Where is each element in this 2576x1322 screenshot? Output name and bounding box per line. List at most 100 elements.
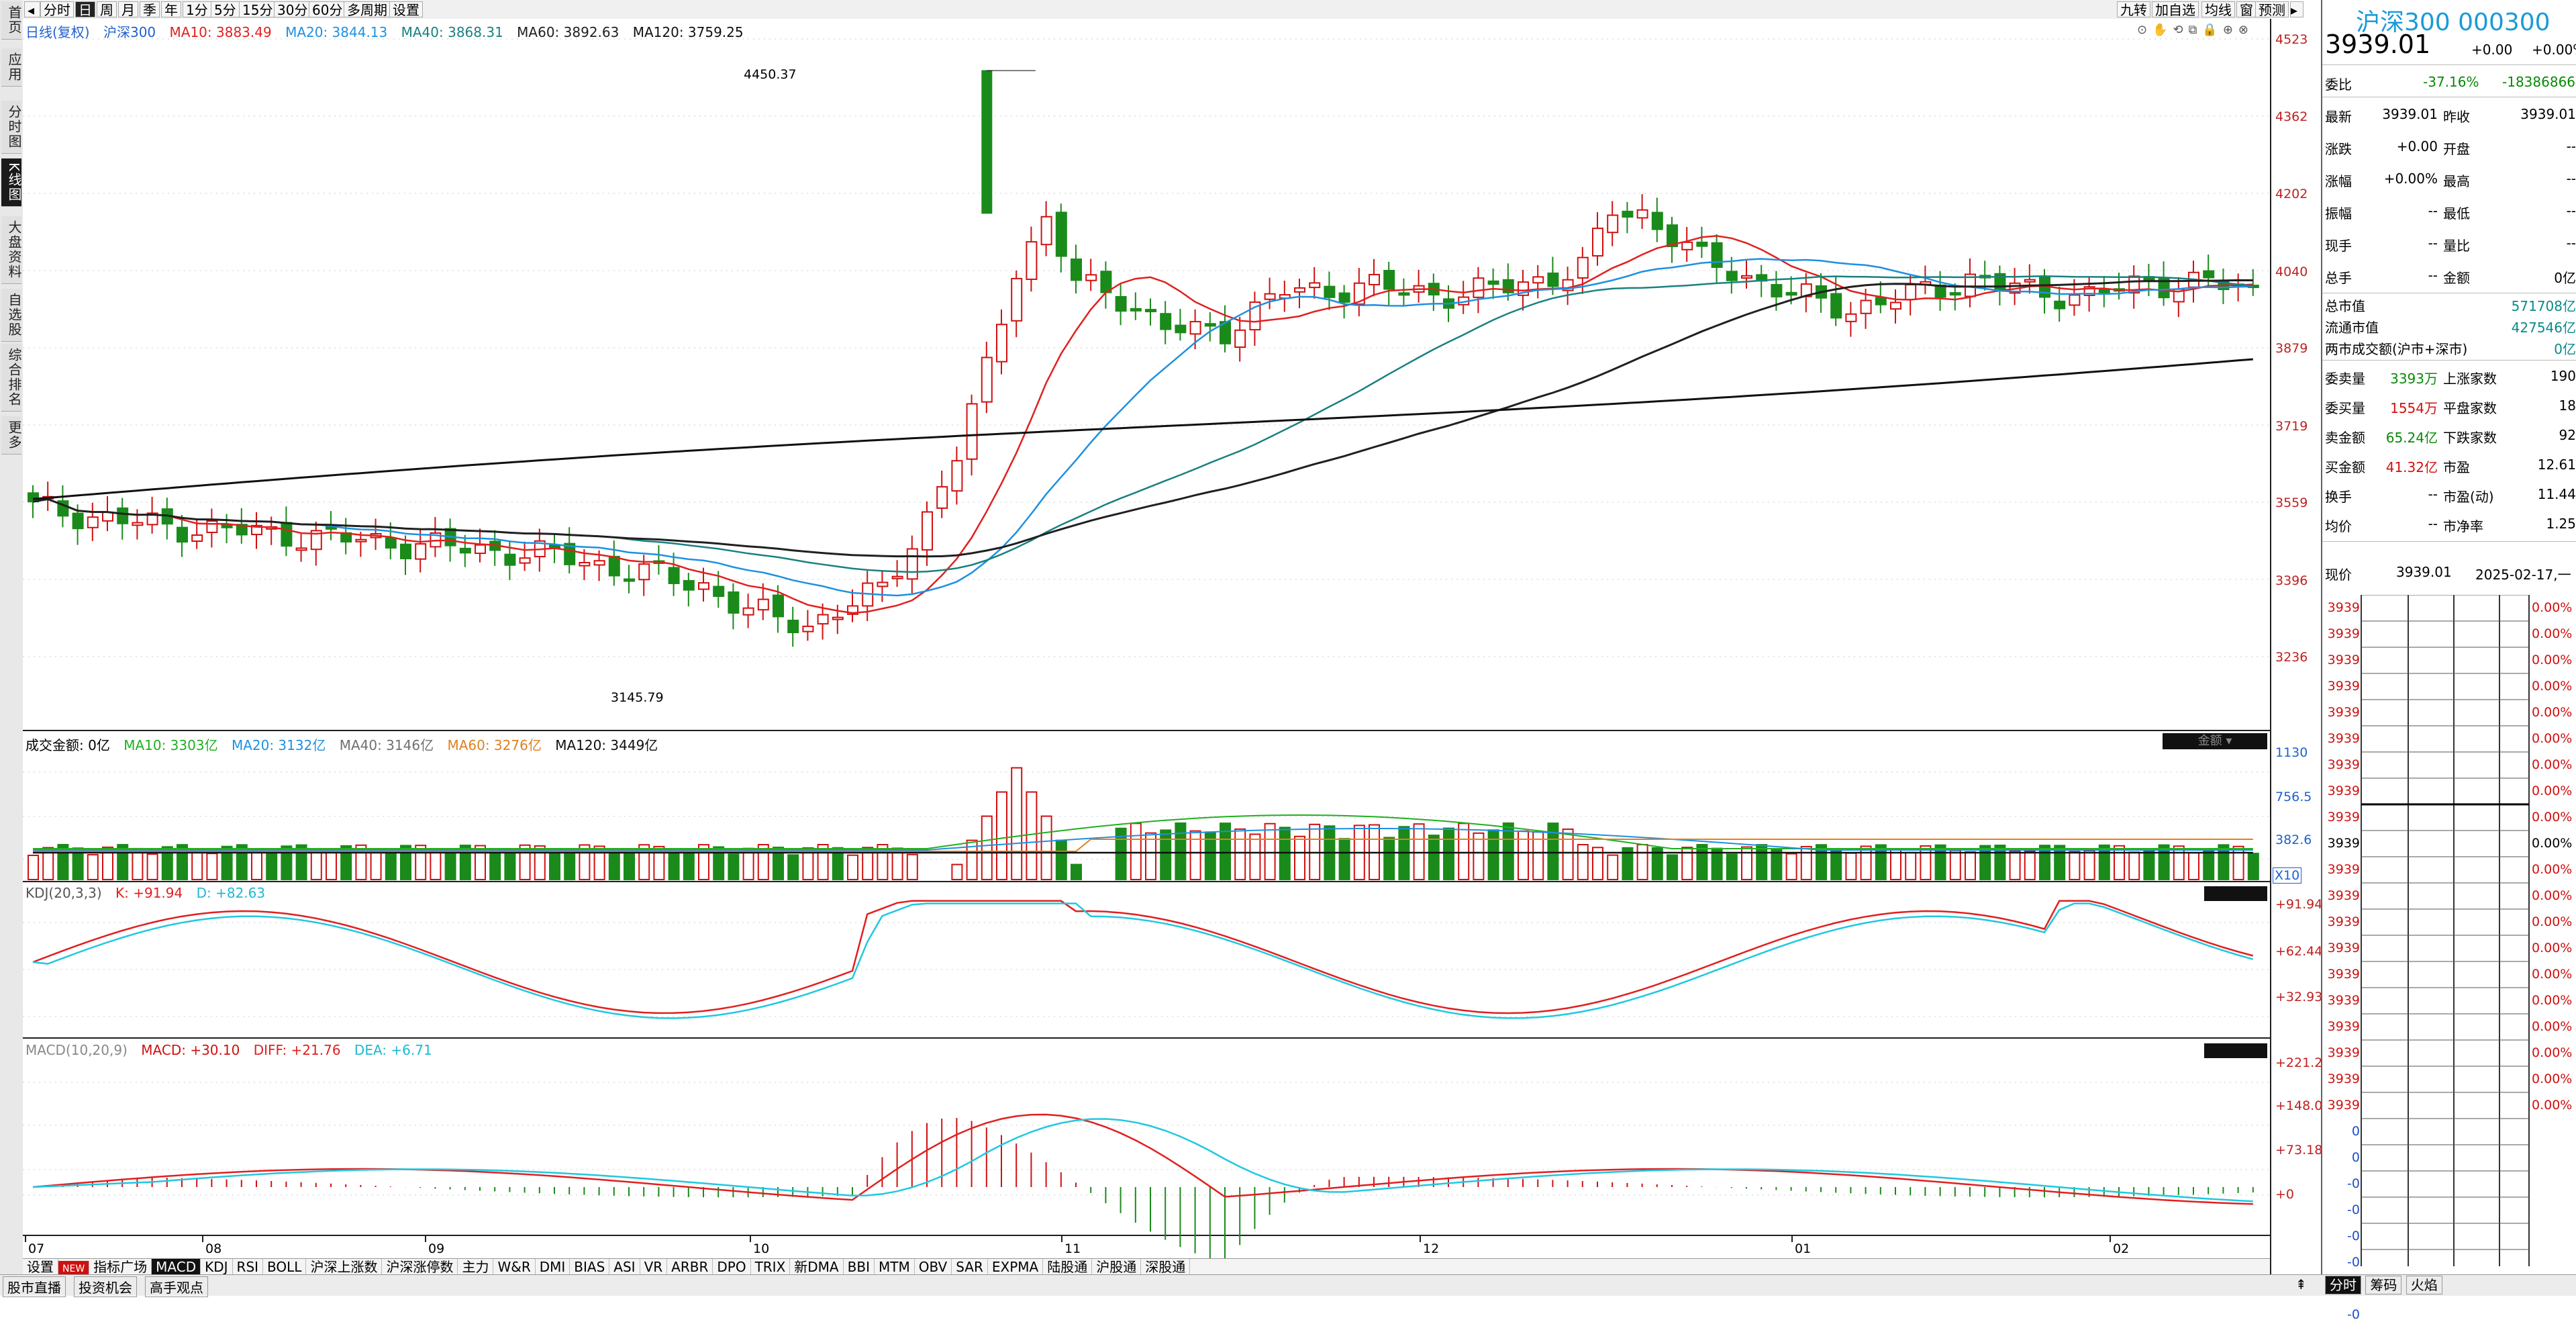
ma-button[interactable]: 均线 (2201, 1, 2235, 18)
sidebar-item-watchlist[interactable]: 自选股 (1, 289, 22, 342)
indicator-tab[interactable]: EXPMA (988, 1259, 1044, 1275)
depth-price: 3939 (2327, 941, 2360, 955)
quote-value: 3939.01 (2382, 106, 2438, 122)
volume-bar (1636, 844, 1648, 881)
depth-small-value: -0 (2347, 1202, 2360, 1217)
depth-pct: 0.00% (2532, 967, 2573, 982)
macd-param-button[interactable] (2204, 1043, 2267, 1058)
period-button-timeshare[interactable]: 分时 (40, 1, 74, 18)
amount-selector[interactable]: 金额 ▾ (2163, 733, 2267, 749)
indicator-tab[interactable]: SAR (952, 1259, 988, 1275)
stat-row: 均价 -- 市净率 1.25 (2322, 508, 2576, 538)
candle-body (191, 534, 203, 542)
indicator-tab[interactable]: ARBR (667, 1259, 713, 1275)
period-button-day[interactable]: 日 (75, 1, 95, 18)
indicator-tab[interactable]: BBI (844, 1259, 875, 1275)
period-button-quarter[interactable]: 季 (140, 1, 160, 18)
sidebar-item-more[interactable]: 更多 (1, 416, 22, 455)
sidebar-item-timeshare[interactable]: 分时图 (1, 101, 22, 154)
chart-canvas: 07 08 09 10 11 12 01 02 (23, 38, 2270, 1258)
volume-bar (2158, 844, 2170, 881)
indicator-tab[interactable]: BIAS (570, 1259, 610, 1275)
volume-bar (444, 850, 456, 881)
period-button-30min[interactable]: 30分 (274, 1, 311, 18)
chart-tools-icons[interactable]: ⊙✋⟲⧉🔒⊕⊗ (2137, 23, 2255, 37)
quote-label: 总手 (2325, 270, 2352, 286)
indicator-tab[interactable]: ASI (609, 1259, 640, 1275)
volume-bar (564, 849, 576, 880)
period-button-15min[interactable]: 15分 (239, 1, 277, 18)
opportunity-link[interactable]: 投资机会 (74, 1276, 137, 1297)
kline-chart[interactable]: 07 08 09 10 11 12 01 02 日线(复权) 沪深300 MA10: 3883… (23, 19, 2270, 1278)
indicator-tab[interactable]: DMI (536, 1259, 571, 1275)
period-button-week[interactable]: 周 (97, 1, 117, 18)
indicator-tab[interactable]: 沪深上涨数 (306, 1259, 383, 1275)
indicator-tab[interactable]: 设置 (23, 1259, 58, 1275)
indicator-tab[interactable]: KDJ (201, 1259, 233, 1275)
prev-arrow-icon[interactable]: ◂ (24, 1, 40, 18)
indicator-tab[interactable]: RSI (233, 1259, 264, 1275)
indicator-tab[interactable]: OBV (915, 1259, 952, 1275)
volume-bar (2009, 850, 2021, 880)
tab-timeshare[interactable]: 分时 (2325, 1276, 2361, 1294)
indicator-tab[interactable]: 深股通 (1141, 1259, 1191, 1275)
volume-bar (415, 845, 427, 881)
candle-body (683, 579, 695, 591)
candle-body (415, 543, 427, 560)
volume-bar (1443, 827, 1454, 880)
indicator-tab[interactable]: TRIX (751, 1259, 791, 1275)
tab-flame[interactable]: 火焰 (2406, 1276, 2442, 1294)
indicator-tab[interactable]: MTM (875, 1259, 915, 1275)
candle-body (1026, 241, 1038, 280)
sidebar-item-apps[interactable]: 应用 (1, 48, 22, 87)
add-watchlist-button[interactable]: 加自选 (2152, 1, 2199, 18)
window-button[interactable]: 窗 (2236, 1, 2257, 18)
indicator-tab[interactable]: 主力 (458, 1259, 494, 1275)
kdj-param-button[interactable] (2204, 886, 2267, 901)
pin-icon[interactable]: ⇞ (2295, 1276, 2307, 1292)
depth-pct: 0.00% (2532, 757, 2573, 772)
indicator-tab[interactable]: 陆股通 (1043, 1259, 1093, 1275)
indicator-tab[interactable]: BOLL (263, 1259, 307, 1275)
indicator-tab[interactable]: 沪深涨停数 (382, 1259, 458, 1275)
candle-body (1011, 277, 1023, 322)
indicator-tab[interactable]: 新DMA (790, 1259, 844, 1275)
indicator-tab[interactable]: 指标广场 (89, 1259, 152, 1275)
candle-body (981, 357, 993, 403)
indicator-tab[interactable]: 沪股通 (1092, 1259, 1142, 1275)
settings-button[interactable]: 设置 (389, 1, 423, 18)
stat-row: 换手 -- 市盈(动) 11.44 (2322, 478, 2576, 509)
period-button-multi[interactable]: 多周期 (344, 1, 391, 18)
next-arrow-icon[interactable]: ▸ (2290, 1, 2303, 18)
expert-link[interactable]: 高手观点 (145, 1276, 208, 1297)
candle-body (966, 403, 978, 460)
indicator-tab[interactable]: VR (640, 1259, 668, 1275)
sidebar-item-ranking[interactable]: 综合排名 (1, 344, 22, 412)
volume-bar (2203, 849, 2215, 880)
depth-price: 3939 (2327, 914, 2360, 929)
indicator-tab[interactable]: W&R (493, 1259, 536, 1275)
volume-bar (966, 839, 978, 880)
sidebar-item-kline[interactable]: K线图 (1, 158, 22, 207)
nine-turn-button[interactable]: 九转 (2117, 1, 2150, 18)
sidebar-item-market-info[interactable]: 大盘资料 (1, 216, 22, 284)
volume-bar (475, 845, 486, 880)
volume-bar (1130, 822, 1142, 880)
period-button-1min[interactable]: 1分 (183, 1, 211, 18)
depth-price: 3939 (2327, 810, 2360, 824)
period-button-5min[interactable]: 5分 (211, 1, 240, 18)
quote-value: +0.00 (2396, 138, 2438, 154)
quote-row: 现手 -- 量比 -- (2322, 227, 2576, 258)
period-button-60min[interactable]: 60分 (309, 1, 346, 18)
indicator-tab[interactable]: DPO (713, 1259, 751, 1275)
forecast-button[interactable]: 预测 (2255, 1, 2289, 18)
live-link[interactable]: 股市直播 (3, 1276, 66, 1297)
quote-label: 振幅 (2325, 205, 2352, 222)
tab-chips[interactable]: 筹码 (2365, 1276, 2402, 1294)
period-button-year[interactable]: 年 (161, 1, 181, 18)
sidebar-item-home[interactable]: 首页 (1, 1, 22, 40)
indicator-tab[interactable]: MACD (152, 1259, 201, 1275)
period-button-month[interactable]: 月 (118, 1, 138, 18)
candle-body (773, 594, 784, 618)
candle-body (72, 512, 84, 530)
